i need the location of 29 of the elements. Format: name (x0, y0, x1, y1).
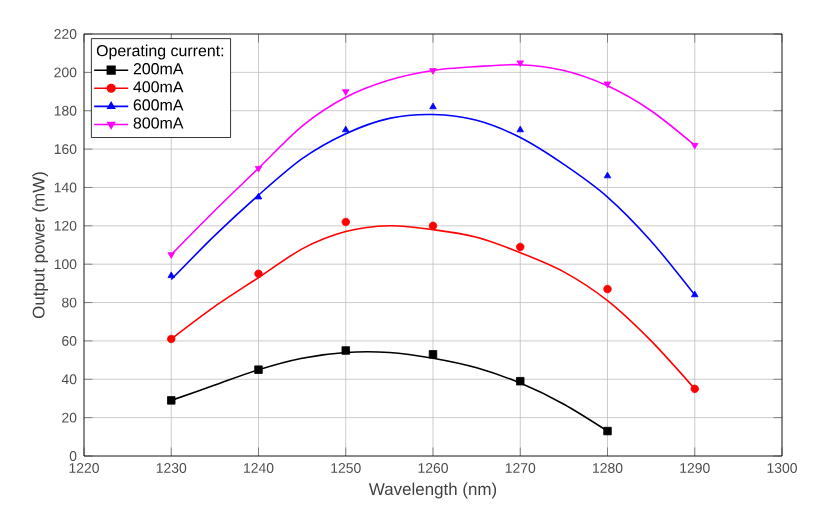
point (428, 221, 438, 230)
point (429, 102, 437, 110)
point (167, 271, 175, 278)
point (254, 165, 263, 173)
point (516, 377, 525, 386)
point (516, 242, 525, 252)
point (603, 171, 612, 179)
point (167, 252, 175, 259)
point (691, 290, 699, 298)
point (342, 125, 350, 133)
point (254, 365, 263, 374)
point (691, 142, 699, 150)
point (429, 68, 437, 75)
point (690, 384, 699, 394)
point (254, 192, 263, 200)
point (341, 346, 350, 355)
point (167, 334, 176, 344)
x-axis-title: Wavelength (nm) (368, 482, 497, 499)
point (341, 217, 350, 227)
point (603, 426, 612, 436)
point (603, 284, 612, 294)
point (167, 396, 176, 405)
y-axis-title: Output power (mW) (32, 172, 48, 319)
point (603, 81, 612, 89)
point (428, 350, 438, 359)
point (516, 60, 524, 67)
point (516, 125, 524, 133)
point (254, 269, 263, 278)
point (342, 89, 350, 96)
